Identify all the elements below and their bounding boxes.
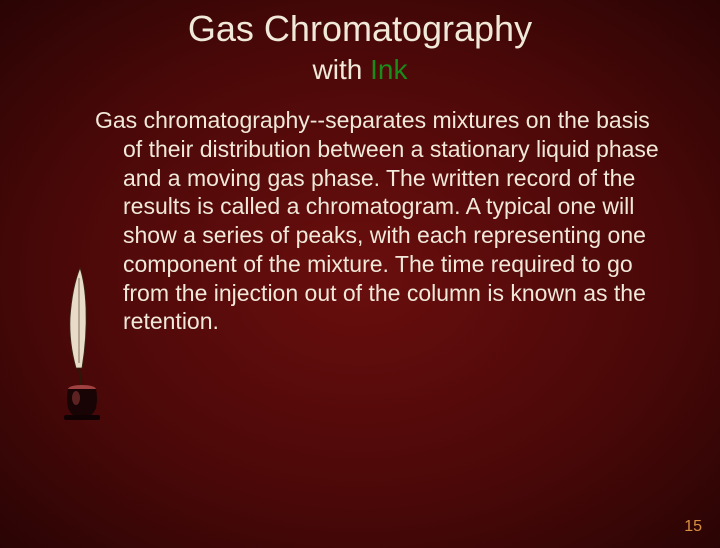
subtitle-with-text: with: [313, 54, 371, 85]
subtitle-ink-text: Ink: [370, 54, 407, 85]
body-paragraph: Gas chromatography--separates mixtures o…: [95, 106, 660, 336]
page-number: 15: [684, 518, 702, 536]
slide-title: Gas Chromatography: [0, 8, 720, 50]
quill-inkwell-icon: [52, 263, 112, 423]
slide-subtitle: with Ink: [0, 54, 720, 86]
